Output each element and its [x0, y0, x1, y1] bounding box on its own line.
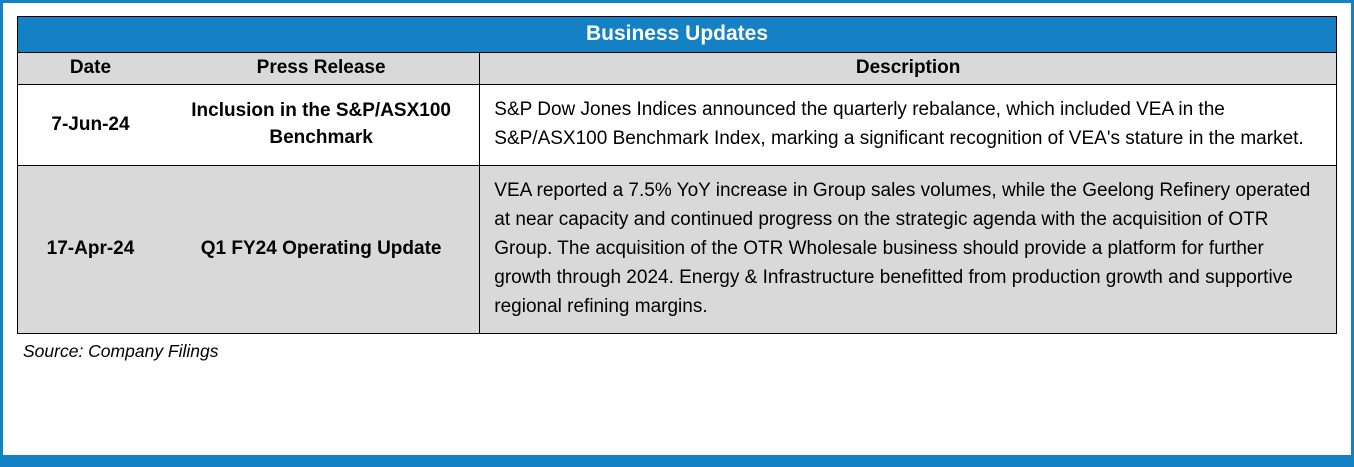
table-title-bar: Business Updates: [18, 17, 1336, 53]
table-header-row: Date Press Release Description: [18, 53, 1336, 85]
description-cell: S&P Dow Jones Indices announced the quar…: [479, 85, 1336, 165]
business-updates-table: Business Updates Date Press Release Desc…: [17, 16, 1337, 334]
column-header-date: Date: [69, 57, 112, 78]
press-release-cell: Inclusion in the S&P/ASX100 Benchmark: [191, 100, 451, 148]
date-cell: 7-Jun-24: [51, 113, 130, 135]
column-header-press-release: Press Release: [256, 57, 386, 78]
table-row: 7-Jun-24 Inclusion in the S&P/ASX100 Ben…: [18, 85, 1336, 166]
description-cell: VEA reported a 7.5% YoY increase in Grou…: [479, 166, 1336, 333]
source-note: Source: Company Filings: [23, 341, 219, 361]
column-header-description: Description: [479, 53, 1336, 84]
press-release-cell: Q1 FY24 Operating Update: [200, 238, 442, 260]
table-row: 17-Apr-24 Q1 FY24 Operating Update VEA r…: [18, 166, 1336, 333]
date-cell: 17-Apr-24: [46, 238, 135, 260]
table-title: Business Updates: [585, 22, 769, 45]
